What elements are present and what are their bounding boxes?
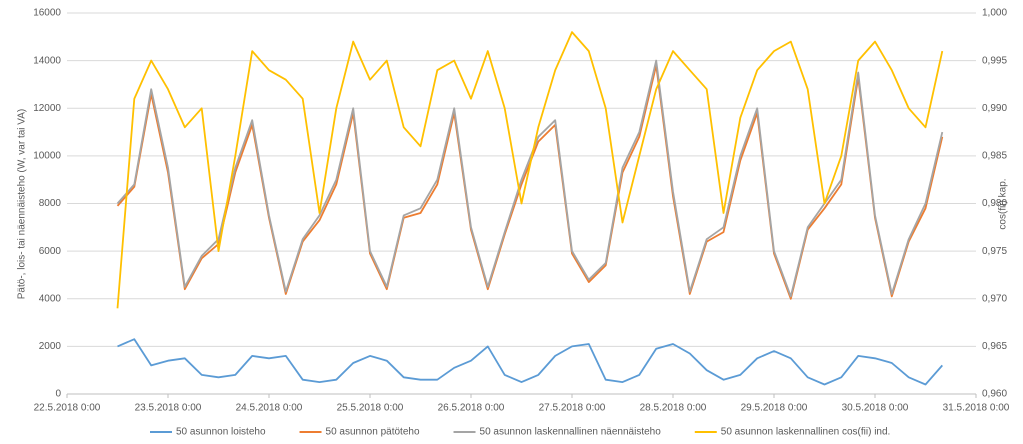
x-tick-label: 27.5.2018 0:00 (539, 403, 606, 414)
y-tick-label: 6000 (39, 246, 62, 257)
x-tick-label: 29.5.2018 0:00 (741, 403, 808, 414)
y-tick-label: 8000 (39, 198, 62, 209)
y-tick-label: 16000 (33, 8, 61, 19)
y-tick-label: 4000 (39, 293, 62, 304)
y-tick-label: 0 (55, 389, 61, 400)
legend-label: 50 asunnon pätöteho (326, 427, 420, 438)
series-line (117, 338, 943, 386)
y2-tick-label: 0,975 (982, 246, 1007, 257)
y-tick-label: 10000 (33, 151, 61, 162)
legend-label: 50 asunnon loisteho (176, 427, 266, 438)
legend-label: 50 asunnon laskennallinen näennäisteho (480, 427, 662, 438)
y2-axis-title: cos(fii) kap. (998, 178, 1009, 229)
x-tick-label: 30.5.2018 0:00 (842, 403, 909, 414)
legend-label: 50 asunnon laskennallinen cos(fii) ind. (721, 427, 891, 438)
x-tick-label: 25.5.2018 0:00 (337, 403, 404, 414)
x-tick-label: 24.5.2018 0:00 (236, 403, 303, 414)
y-tick-label: 14000 (33, 55, 61, 66)
series-line (116, 59, 944, 298)
y-axis-title: Pätö-, lois- tai näennäisteho (W, var ta… (17, 109, 28, 299)
x-tick-label: 31.5.2018 0:00 (943, 403, 1010, 414)
y2-tick-label: 0,995 (982, 55, 1007, 66)
series-line (116, 31, 944, 309)
y2-tick-label: 0,970 (982, 293, 1007, 304)
x-tick-label: 26.5.2018 0:00 (438, 403, 505, 414)
x-tick-label: 28.5.2018 0:00 (640, 403, 707, 414)
y2-tick-label: 0,960 (982, 389, 1007, 400)
y2-tick-label: 0,965 (982, 341, 1007, 352)
y2-tick-label: 0,980 (982, 198, 1007, 209)
x-tick-label: 22.5.2018 0:00 (34, 403, 101, 414)
y-tick-label: 2000 (39, 341, 62, 352)
y2-tick-label: 1,000 (982, 8, 1007, 19)
x-tick-label: 23.5.2018 0:00 (135, 403, 202, 414)
y-tick-label: 12000 (33, 103, 61, 114)
y2-tick-label: 0,985 (982, 151, 1007, 162)
y2-tick-label: 0,990 (982, 103, 1007, 114)
